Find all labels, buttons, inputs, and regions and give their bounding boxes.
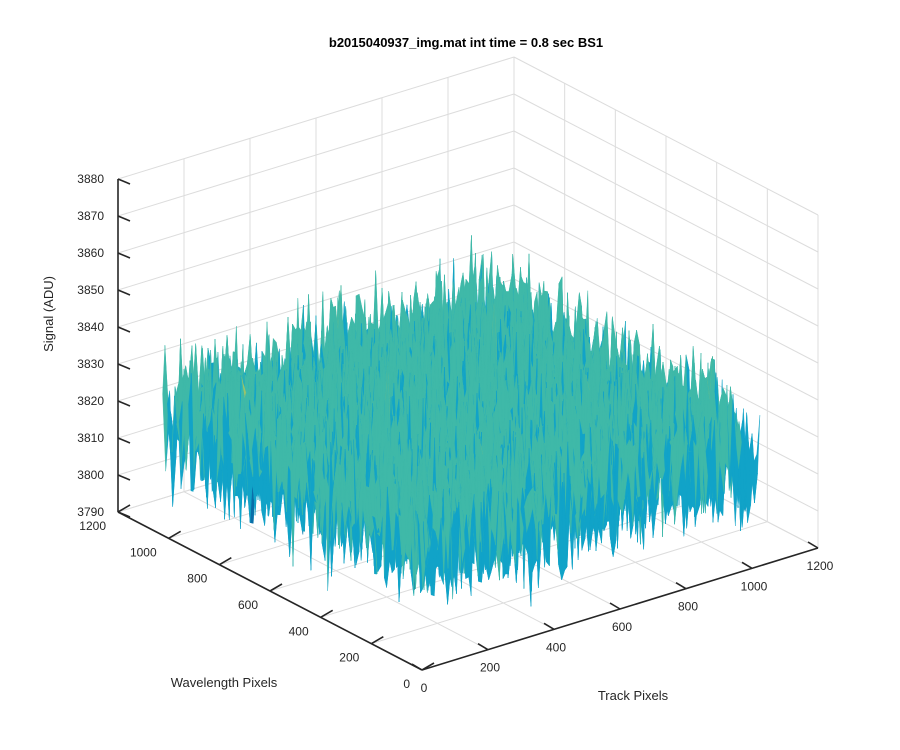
grid-line-sidewall-z	[513, 93, 819, 253]
chart-title: b2015040937_img.mat int time = 0.8 sec B…	[329, 35, 603, 50]
grid-line-sidewall-z	[513, 278, 819, 438]
grid-line-backwall-z	[117, 130, 515, 254]
grid-line-backwall-z	[117, 167, 515, 291]
surface-mesh	[162, 235, 761, 607]
grid-line-sidewall-z	[513, 204, 819, 364]
grid-line-sidewall-z	[513, 167, 819, 327]
grid-line-backwall-z	[117, 93, 515, 217]
grid-line-sidewall-z	[513, 241, 819, 401]
grid-line-backwall-z	[117, 241, 515, 365]
grid-line-backwall-z	[117, 204, 515, 328]
grid-line-sidewall-z	[513, 130, 819, 290]
grid-line-sidewall-z	[513, 56, 819, 216]
grid-line-backwall-z	[117, 56, 515, 180]
grid-line-floor-y	[320, 494, 717, 618]
grid-line-floor-y	[371, 521, 768, 645]
